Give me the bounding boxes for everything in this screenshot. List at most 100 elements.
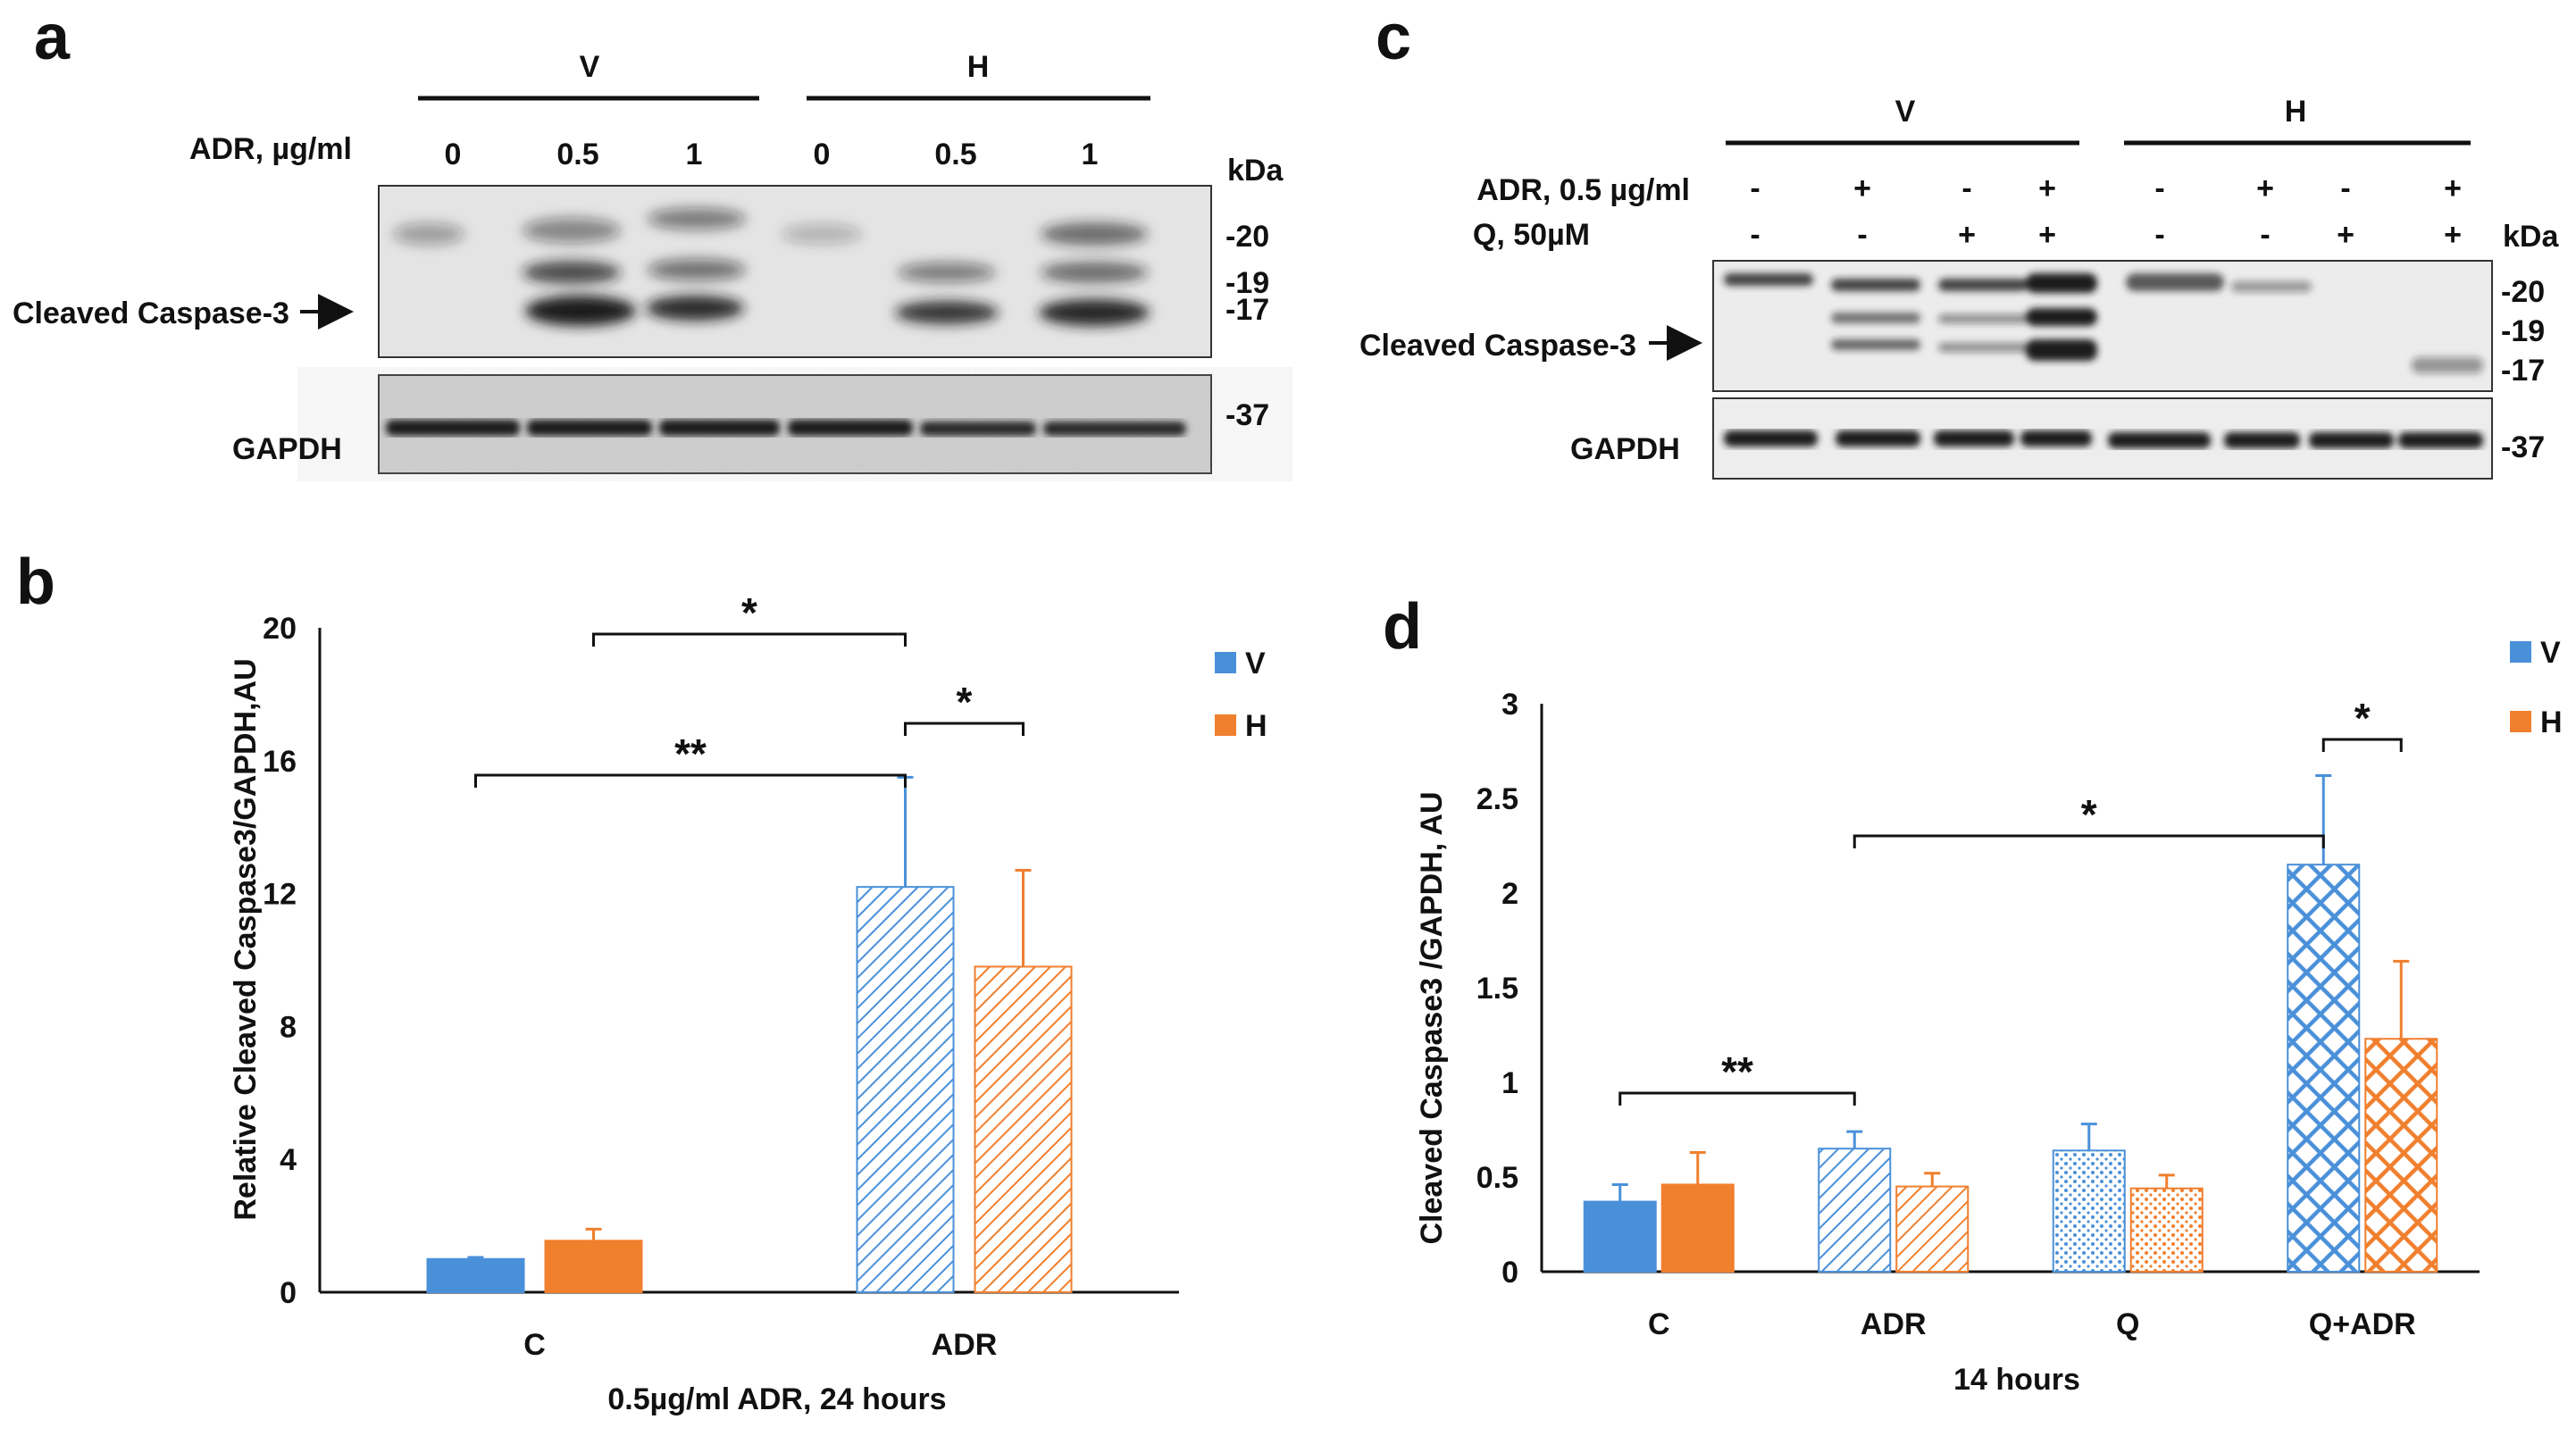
sign-q-6: + [2337, 218, 2354, 252]
bar-v-q [2052, 1149, 2126, 1273]
y-tick-label: 3 [1501, 688, 1518, 722]
y-tick-label: 20 [263, 612, 297, 646]
marker-c-20: -20 [2501, 275, 2545, 309]
significance-bracket [904, 722, 1025, 736]
sign-adr-6: - [2340, 171, 2350, 205]
sign-row-q: - - + + - - + + [1750, 218, 2462, 252]
y-tick-label: 4 [280, 1143, 297, 1177]
significance-bracket [474, 773, 907, 788]
sign-adr-7: + [2444, 171, 2462, 205]
bar-h-c [1660, 1183, 1735, 1273]
x-tick-label: ADR [932, 1328, 998, 1362]
panel-d: d Cleaved Caspase3 /GAPDH, AU 14 hours 0… [1383, 591, 2563, 1397]
kda-label-a: kDa [1227, 154, 1284, 188]
y-tick-label: 8 [280, 1010, 297, 1044]
marker-a-20: -20 [1225, 220, 1269, 254]
sign-adr-1: + [1853, 171, 1871, 205]
chart-d-ylabel: Cleaved Caspase3 /GAPDH, AU [1415, 791, 1449, 1244]
group-label-h-c: H [2285, 95, 2307, 129]
dose-0: 0 [445, 138, 462, 171]
blot-c-gapdh [1712, 397, 2493, 480]
marker-c-37: -37 [2501, 430, 2545, 464]
bar-h-q [2129, 1187, 2204, 1273]
dose-3: 0 [814, 138, 831, 171]
panel-c: c V H ADR, 0.5 µg/ml Q, 50µM - + - + - +… [1359, 2, 2559, 480]
sign-q-2: + [1958, 218, 1976, 252]
target-label-a: Cleaved Caspase-3 [13, 296, 289, 330]
x-tick-label: Q [2116, 1307, 2139, 1341]
dose-2: 1 [686, 138, 703, 171]
group-label-v: V [580, 50, 600, 84]
dose-4: 0.5 [934, 138, 976, 171]
legend-d-v-swatch [2510, 641, 2531, 663]
blot-c-caspase [1712, 260, 2493, 392]
x-tick-label: Q+ADR [2309, 1307, 2416, 1341]
panel-letter-a: a [34, 2, 71, 73]
group-label-h: H [967, 50, 990, 84]
bar-v-c [426, 1257, 525, 1294]
sign-adr-3: + [2038, 171, 2056, 205]
y-tick-label: 16 [263, 745, 297, 779]
legend-b-h-label: H [1245, 709, 1267, 743]
loading-label-c: GAPDH [1570, 432, 1680, 466]
bar-h-adr [974, 965, 1073, 1293]
bar-h-c [544, 1240, 643, 1293]
significance-marker: * [741, 589, 757, 636]
significance-marker: * [957, 679, 973, 725]
y-tick-label: 0.5 [1476, 1161, 1518, 1195]
sign-q-0: - [1750, 218, 1760, 252]
sign-adr-5: + [2256, 171, 2274, 205]
bar-v-qadr [2287, 864, 2361, 1273]
y-tick-label: 12 [263, 878, 297, 912]
sign-row-adr: - + - + - + - + [1750, 171, 2462, 205]
panel-a: a V H ADR, µg/ml 0 0.5 1 0 0.5 1 kDa [13, 2, 1284, 474]
sign-q-7: + [2444, 218, 2462, 252]
marker-a-37: -37 [1225, 398, 1269, 432]
significance-bracket [592, 632, 907, 647]
sign-adr-2: - [1961, 171, 1971, 205]
panel-letter-b: b [16, 547, 55, 618]
q-row-label: Q, 50µM [1473, 218, 1590, 252]
adr-dose-label: ADR, µg/ml [189, 132, 352, 166]
y-tick-label: 2 [1501, 877, 1518, 911]
legend-b-v-label: V [1245, 647, 1266, 680]
y-tick-label: 1.5 [1476, 972, 1518, 1006]
significance-marker: ** [674, 731, 707, 777]
y-tick-label: 2.5 [1476, 782, 1518, 816]
bar-h-adr [1895, 1185, 1970, 1273]
significance-bracket [2321, 738, 2403, 752]
significance-marker: ** [1721, 1048, 1753, 1095]
dose-5: 1 [1082, 138, 1099, 171]
chart-b-xlabel: 0.5µg/ml ADR, 24 hours [607, 1382, 946, 1416]
significance-marker: * [2081, 791, 2097, 838]
marker-c-17: -17 [2501, 354, 2545, 388]
adr-row-label: ADR, 0.5 µg/ml [1476, 173, 1690, 207]
bar-v-adr [1818, 1148, 1892, 1273]
panel-letter-d: d [1383, 591, 1422, 663]
kda-label-c: kDa [2503, 220, 2559, 254]
panel-letter-c: c [1376, 2, 1411, 73]
panel-b: b Relative Cleaved Caspase3/GAPDH,AU 0.5… [16, 547, 1267, 1416]
marker-a-19: -19 [1225, 266, 1269, 300]
sign-q-1: - [1857, 218, 1867, 252]
blot-a-gapdh [378, 374, 1212, 474]
legend-d-h-label: H [2540, 705, 2563, 739]
blot-a-caspase [378, 185, 1212, 358]
chart-d-xlabel: 14 hours [1953, 1363, 2080, 1397]
x-tick-label: C [1648, 1307, 1670, 1341]
dose-1: 0.5 [556, 138, 598, 171]
bar-h-qadr [2364, 1038, 2438, 1273]
legend-d-h-swatch [2510, 711, 2531, 732]
bar-v-adr [856, 886, 955, 1293]
legend-b: V H [1215, 647, 1267, 743]
sign-q-3: + [2038, 218, 2056, 252]
legend-b-h-swatch [1215, 714, 1236, 736]
chart-d: 00.511.522.53C ADR Q Q+ADR**** [1476, 688, 2480, 1341]
y-tick-label: 1 [1501, 1066, 1518, 1100]
loading-label-a: GAPDH [232, 432, 342, 466]
y-tick-label: 0 [280, 1276, 297, 1310]
significance-bracket [1853, 834, 2325, 848]
x-tick-label: C [523, 1328, 546, 1362]
